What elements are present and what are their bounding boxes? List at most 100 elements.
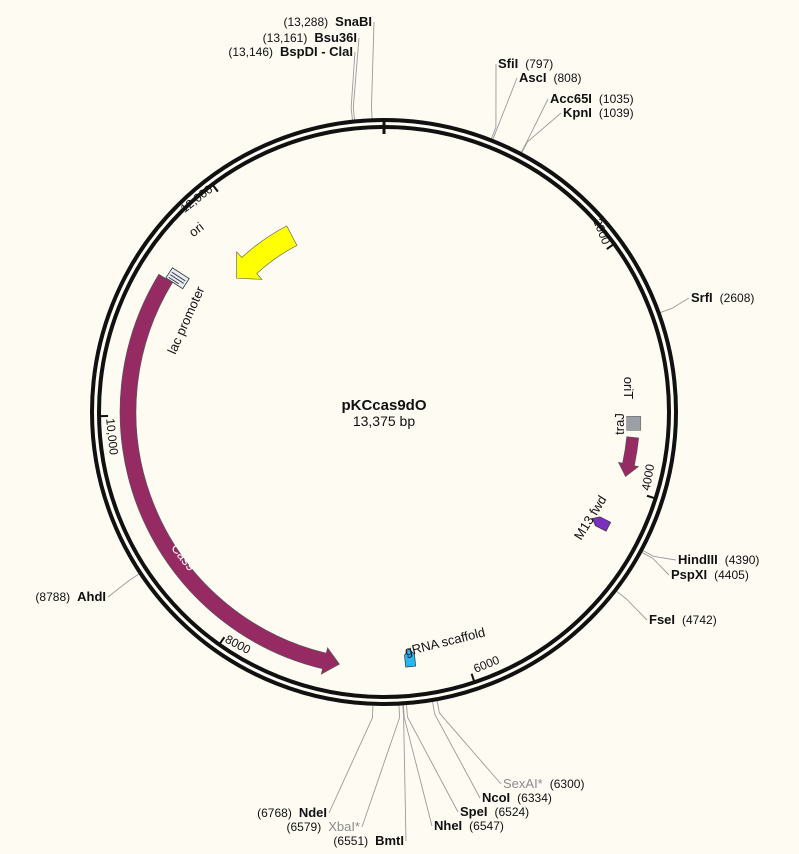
leader-line-nhei: [402, 705, 433, 827]
site-position-spei: (6524): [494, 805, 529, 819]
site-position-acc65i: (1035): [599, 92, 634, 106]
traj-feature[interactable]: [617, 436, 640, 478]
site-name-nhei: NheI: [434, 818, 462, 833]
site-nhei[interactable]: NheI (6547): [434, 818, 504, 833]
site-sfii[interactable]: SfiI (797): [498, 56, 553, 71]
site-hindiii[interactable]: HindIII (4390): [678, 552, 759, 567]
site-sexai[interactable]: SexAI* (6300): [503, 776, 584, 791]
site-name-bmti: BmtI: [375, 833, 404, 848]
m13-fwd-label: M13 fwd: [571, 493, 610, 543]
site-position-sexai: (6300): [550, 777, 585, 791]
leader-line-kpni: [521, 112, 562, 153]
leader-line-sexai: [436, 701, 502, 785]
site-position-kpni: (1039): [599, 106, 634, 120]
site-snabi[interactable]: SnaBI (13,288): [283, 14, 372, 29]
grna-scaffold-feature[interactable]: [404, 648, 417, 668]
site-acc65i[interactable]: Acc65I (1035): [550, 91, 634, 106]
site-name-hindiii: HindIII: [678, 552, 718, 567]
site-position-bmti: (6551): [333, 834, 368, 848]
site-name-fsei: FseI: [649, 612, 675, 627]
site-position-ndei: (6768): [257, 806, 292, 820]
site-name-ahdi: AhdI: [77, 589, 106, 604]
tick-mark-6000: [470, 673, 476, 682]
orit-label: oriT: [621, 377, 636, 399]
site-asci[interactable]: AscI (808): [519, 70, 581, 85]
site-position-sfii: (797): [525, 57, 553, 71]
site-fsei[interactable]: FseI (4742): [649, 612, 717, 627]
lac-promoter-hatch: [168, 271, 186, 285]
plasmid-size: 13,375 bp: [353, 413, 415, 429]
m13-fwd-glyph: [591, 516, 612, 532]
site-bspdi-clai[interactable]: BspDI - ClaI (13,146): [228, 44, 353, 59]
site-position-asci: (808): [553, 71, 581, 85]
site-name-kpni: KpnI: [563, 105, 592, 120]
site-position-ncoi: (6334): [517, 791, 552, 805]
leader-line-hindiii: [642, 550, 677, 561]
site-bmti[interactable]: BmtI (6551): [333, 833, 404, 848]
site-ahdi[interactable]: AhdI (8788): [35, 589, 106, 604]
restriction-sites: SnaBI (13,288)Bsu36I (13,161)BspDI - ClaI (…: [35, 14, 759, 848]
m13-fwd-feature[interactable]: [590, 514, 612, 532]
ori-label: ori: [186, 219, 207, 240]
site-position-pspxi: (4405): [714, 568, 749, 582]
leader-line-xbai: [361, 705, 401, 828]
site-ndei[interactable]: NdeI (6768): [257, 805, 327, 820]
site-xbai[interactable]: XbaI* (6579): [287, 819, 361, 834]
site-ncoi[interactable]: NcoI (6334): [482, 790, 552, 805]
site-name-spei: SpeI: [460, 804, 487, 819]
cas9-feature[interactable]: [119, 273, 340, 675]
leader-line-acc65i: [520, 98, 549, 153]
traj-label: traJ: [612, 413, 627, 435]
tick-mark-4000: [646, 494, 655, 500]
leader-line-bsu36i: [352, 37, 360, 120]
site-name-bspdi-clai: BspDI - ClaI: [280, 44, 353, 59]
tick-label-10-000: 10,000: [103, 418, 121, 456]
plasmid-name: pKCcas9dO: [341, 397, 426, 414]
site-position-ahdi: (8788): [35, 590, 70, 604]
site-name-bsu36i: Bsu36I: [314, 30, 357, 45]
backbone-ring: [90, 118, 678, 706]
tick-mark-8000: [218, 636, 226, 645]
site-position-bsu36i: (13,161): [263, 31, 308, 45]
leader-line-asci: [492, 77, 518, 140]
lac-promoter-label: lac promoter: [164, 284, 207, 357]
site-name-srfi: SrfI: [691, 290, 713, 305]
site-name-asci: AscI: [519, 70, 546, 85]
site-leader-lines: [107, 21, 690, 842]
leader-line-fsei: [616, 591, 648, 621]
lac-promoter-feature[interactable]: [165, 267, 190, 290]
ori-feature[interactable]: [236, 225, 298, 280]
site-bsu36i[interactable]: Bsu36I (13,161): [263, 30, 357, 45]
tick-mark-2000: [606, 243, 614, 250]
site-spei[interactable]: SpeI (6524): [460, 804, 529, 819]
site-position-bspdi-clai: (13,146): [228, 45, 273, 59]
leader-line-sfii: [491, 63, 497, 139]
site-kpni[interactable]: KpnI (1039): [563, 105, 634, 120]
leader-line-bspdi-clai: [350, 51, 356, 120]
site-position-srfi: (2608): [720, 291, 755, 305]
orit-feature[interactable]: [626, 416, 642, 431]
grna-scaffold-label: gRNA scaffold: [403, 624, 486, 658]
leader-line-spei: [406, 705, 459, 813]
leader-line-ncoi: [432, 701, 481, 799]
site-pspxi[interactable]: PspXI (4405): [671, 567, 749, 582]
grna-scaffold-glyph: [404, 648, 417, 668]
site-name-ndei: NdeI: [299, 805, 327, 820]
site-srfi[interactable]: SrfI (2608): [691, 290, 754, 305]
leader-line-srfi: [660, 297, 690, 313]
site-position-xbai: (6579): [287, 820, 322, 834]
site-name-sfii: SfiI: [498, 56, 518, 71]
tick-mark-12-000: [212, 184, 219, 193]
site-name-pspxi: PspXI: [671, 567, 707, 582]
site-name-ncoi: NcoI: [482, 790, 510, 805]
leader-line-ahdi: [107, 573, 139, 598]
site-position-snabi: (13,288): [283, 15, 328, 29]
tick-label-4000: 4000: [639, 463, 657, 492]
leader-line-ndei: [328, 705, 374, 814]
site-name-acc65i: Acc65I: [550, 91, 592, 106]
site-position-nhei: (6547): [469, 819, 504, 833]
site-position-fsei: (4742): [682, 613, 717, 627]
